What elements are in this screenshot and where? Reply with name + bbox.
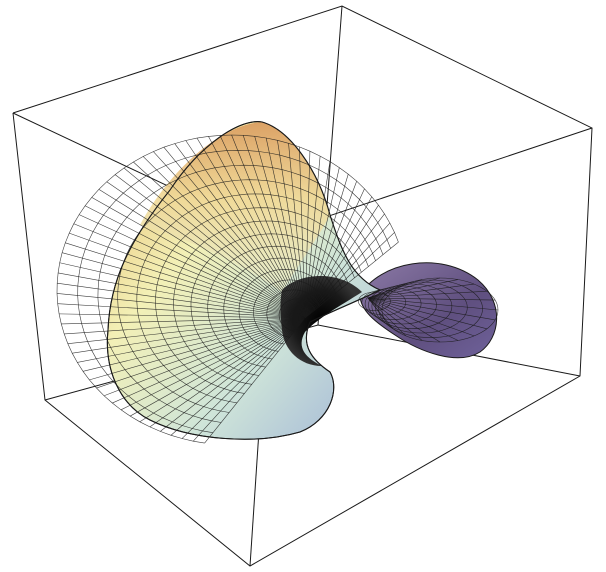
mesh-contour-ring [136,193,369,404]
mesh-lobe-line [367,297,459,341]
mesh-contour-ring [155,207,362,394]
mesh-radial-line [106,181,306,319]
mesh-lobe-ring [361,289,407,316]
mesh-lobe-line [367,277,441,299]
mesh-lobe-line [367,279,423,299]
mesh-radial-line [304,241,399,319]
mesh-lobe-line [367,297,475,337]
mesh-radial-line [57,282,306,319]
mesh-radial-line [277,140,306,319]
mesh-radial-line [120,317,306,411]
mesh-lobe-line [367,283,475,299]
mesh-radial-line [72,317,306,354]
mesh-lobe-line [367,290,487,299]
mesh-lobe-ring [364,287,422,320]
surface-mesh [56,134,499,444]
mesh-radial-line [153,151,306,319]
mesh-contour-ring [223,257,336,360]
mesh-radial-line [185,140,306,319]
mesh-contour-ring [173,220,355,385]
mesh-radial-line [163,147,306,319]
mesh-radial-line [58,272,306,319]
mesh-radial-line [133,161,306,319]
mesh-radial-line [96,317,306,389]
mesh-contour-ring [117,179,376,413]
mesh-contour-ring [207,245,342,368]
mesh-radial-line [73,223,306,319]
mesh-lobe-line [367,297,496,321]
mesh-contour-ring [56,134,399,444]
mesh-lobe-line [367,279,458,299]
mesh-radial-line [204,317,306,444]
mesh-lobe-line [367,297,499,311]
mesh-radial-line [91,197,306,319]
mesh-lobe-line [367,297,496,301]
mesh-lobe-line [367,297,385,301]
mesh-radial-line [130,317,306,417]
mesh-lobe-line [367,297,423,341]
mesh-lobe-ring [371,283,453,329]
surface [56,121,499,444]
mesh-lobe-line [367,297,386,321]
mesh-radial-line [142,156,306,319]
mesh-contour-ring [298,313,308,322]
mesh-contour-ring [238,268,331,352]
mesh-radial-line [84,205,306,319]
mesh-lobe-line [367,297,383,311]
mesh-radial-line [59,313,306,319]
mesh-radial-line [77,317,306,363]
mesh-radial-line [78,214,306,319]
mesh-radial-line [174,143,306,319]
mesh-radial-line [65,242,306,319]
mesh-radial-line [123,167,306,319]
mesh-radial-line [57,303,306,319]
mesh-radial-line [242,135,306,319]
mesh-radial-line [59,262,306,319]
mesh-radial-line [89,317,306,381]
mesh-radial-line [103,317,306,397]
mesh-radial-line [98,189,306,319]
mesh-radial-line [82,317,306,372]
mesh-lobe-line [367,297,441,343]
mesh-radial-line [114,174,306,319]
mesh-contour-ring [289,306,311,326]
mesh-radial-line [69,232,306,319]
mesh-lobe-line [367,297,487,330]
mesh-radial-line [57,293,306,319]
mesh-radial-line [219,135,306,319]
mesh-lobe-line [367,297,407,337]
mesh-radial-line [62,252,306,319]
surface-outline [106,121,382,440]
surface-upper-cone [140,122,330,292]
mesh-radial-line [196,137,306,319]
mesh-radial-line [61,317,306,325]
mesh-contour-ring [97,164,384,423]
mesh-contour-ring [266,289,320,338]
mesh-radial-line [64,317,306,335]
mesh-contour-ring [253,279,325,345]
mesh-contour-ring [278,298,316,332]
mesh-contour-ring [190,233,349,376]
